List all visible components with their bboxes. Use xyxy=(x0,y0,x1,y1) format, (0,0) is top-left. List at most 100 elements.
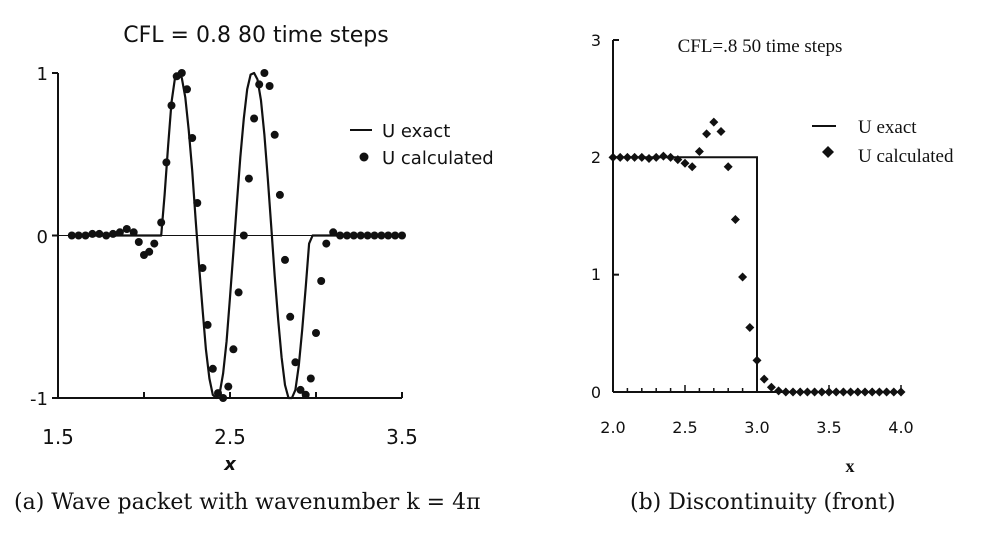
chart-a-ytick-mid: 0 xyxy=(37,227,48,248)
chart-b-point-calculated xyxy=(874,387,884,397)
chart-a-point-calculated xyxy=(363,231,372,240)
chart-b-point-calculated xyxy=(716,127,726,137)
chart-a-point-calculated xyxy=(275,190,284,199)
chart-b-point-calculated xyxy=(644,154,654,164)
chart-a-point-calculated xyxy=(95,229,104,238)
chart-b-point-calculated xyxy=(824,387,834,397)
chart-a-ytick-top: 1 xyxy=(37,64,48,85)
chart-a-point-calculated xyxy=(203,320,212,329)
chart-b-xtick-2-5: 2.5 xyxy=(672,418,697,437)
chart-b-point-calculated xyxy=(853,387,863,397)
chart-a-point-calculated xyxy=(239,231,248,240)
chart-b-ytick-1: 1 xyxy=(591,265,601,284)
chart-b-point-calculated xyxy=(860,387,870,397)
chart-b-point-calculated xyxy=(759,374,769,384)
chart-b-point-calculated xyxy=(702,129,712,139)
chart-b-ytick-0: 0 xyxy=(591,383,601,402)
chart-a-point-calculated xyxy=(322,239,331,248)
chart-a-point-calculated xyxy=(88,229,97,238)
chart-b-point-calculated xyxy=(723,162,733,172)
chart-b-point-calculated xyxy=(838,387,848,397)
chart-a-point-calculated xyxy=(377,231,386,240)
chart-a-point-calculated xyxy=(336,231,345,240)
chart-a-point-calculated xyxy=(188,134,197,142)
chart-b-xtick-4-0: 4.0 xyxy=(888,418,913,437)
chart-b-legend-exact: U exact xyxy=(858,117,917,138)
chart-b-xtick-3-0: 3.0 xyxy=(744,418,769,437)
chart-a-point-calculated xyxy=(250,114,259,123)
chart-a-xtick-left: 1.5 xyxy=(42,425,74,449)
chart-a-point-calculated xyxy=(74,231,83,240)
chart-a-point-calculated xyxy=(134,238,143,246)
chart-a-point-calculated xyxy=(370,231,379,240)
chart-a-point-calculated xyxy=(329,228,338,237)
chart-a-point-calculated xyxy=(102,231,111,240)
chart-b-point-calculated xyxy=(802,387,812,397)
chart-a-point-calculated xyxy=(177,69,186,77)
chart-b-legend-calculated: U calculated xyxy=(858,146,954,167)
chart-b-point-calculated xyxy=(896,387,906,397)
chart-a-point-calculated xyxy=(356,231,365,240)
chart-a-legend-marker-swatch xyxy=(359,152,369,162)
chart-a-point-calculated xyxy=(265,82,274,90)
chart-a-point-calculated xyxy=(67,231,76,240)
chart-b-xtick-3-5: 3.5 xyxy=(816,418,841,437)
chart-b-point-calculated xyxy=(738,272,748,282)
chart-b-point-calculated xyxy=(882,387,892,397)
chart-a-point-calculated xyxy=(398,231,406,240)
chart-a-legend-exact: U exact xyxy=(382,121,450,142)
chart-a-point-calculated xyxy=(157,218,166,227)
chart-a-point-calculated xyxy=(229,345,238,354)
chart-a-point-calculated xyxy=(109,229,117,238)
chart-b-point-calculated xyxy=(831,387,841,397)
chart-a-point-calculated xyxy=(391,231,400,240)
chart-a-point-calculated xyxy=(167,101,176,110)
chart-b-plot-area xyxy=(608,39,906,397)
chart-a-point-calculated xyxy=(244,174,253,183)
chart-b-legend-marker-swatch xyxy=(822,146,834,158)
chart-a-xtick-mid: 2.5 xyxy=(214,425,246,449)
chart-a-point-calculated xyxy=(317,277,326,285)
chart-b-point-calculated xyxy=(622,152,632,162)
chart-b-ytick-2: 2 xyxy=(591,148,601,167)
chart-b-point-calculated xyxy=(889,387,899,397)
chart-a-point-calculated xyxy=(198,264,207,272)
chart-b-point-calculated xyxy=(867,387,877,397)
chart-a-point-calculated xyxy=(296,385,305,394)
chart-b-point-calculated xyxy=(766,382,776,392)
chart-b-point-calculated xyxy=(687,162,697,172)
chart-a-point-calculated xyxy=(162,158,171,167)
chart-a-point-calculated xyxy=(214,389,222,398)
chart-a-point-calculated xyxy=(343,231,351,240)
chart-b-point-calculated xyxy=(846,387,856,397)
chart-a-point-calculated xyxy=(208,364,217,373)
chart-b-point-calculated xyxy=(673,155,683,165)
chart-b-point-calculated xyxy=(745,322,755,332)
chart-b-point-calculated xyxy=(637,152,647,162)
chart-b-point-calculated xyxy=(752,355,762,365)
chart-b-point-calculated xyxy=(630,152,640,162)
chart-a-ytick-bottom: -1 xyxy=(30,389,48,410)
chart-a-plot-area xyxy=(52,69,406,402)
chart-a-point-calculated xyxy=(281,255,289,264)
chart-a-point-calculated xyxy=(150,239,159,248)
chart-b-point-calculated xyxy=(615,152,625,162)
chart-b-point-calculated xyxy=(810,387,820,397)
chart-a-point-calculated xyxy=(312,329,320,337)
chart-b-point-calculated xyxy=(694,146,704,156)
chart-a-title: CFL = 0.8 80 time steps xyxy=(123,23,388,48)
chart-b-point-calculated xyxy=(817,387,827,397)
chart-a-point-calculated xyxy=(129,228,138,237)
chart-a-point-calculated xyxy=(270,130,279,139)
chart-a-point-calculated xyxy=(291,358,300,367)
chart-a-point-calculated xyxy=(219,394,228,402)
chart-a-point-calculated xyxy=(145,247,154,256)
chart-b-point-calculated xyxy=(608,152,618,162)
chart-a-xlabel: x xyxy=(223,454,237,475)
chart-b-xlabel: x xyxy=(846,456,855,476)
chart-b-caption: (b) Discontinuity (front) xyxy=(630,490,896,515)
chart-b-point-calculated xyxy=(730,215,740,225)
chart-b-point-calculated xyxy=(666,152,676,162)
chart-b: CFL=.8 50 time steps 3 2 1 0 2.0 2.5 3.0… xyxy=(591,31,954,476)
